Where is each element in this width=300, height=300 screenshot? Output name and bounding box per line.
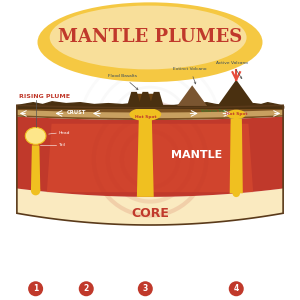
Text: RISING PLUME: RISING PLUME	[19, 94, 70, 99]
Ellipse shape	[227, 110, 246, 119]
Circle shape	[232, 190, 240, 197]
Text: Active Volcano: Active Volcano	[216, 61, 247, 79]
Text: Volcanic Trail: Volcanic Trail	[201, 109, 226, 112]
Ellipse shape	[38, 2, 262, 82]
Polygon shape	[138, 92, 153, 108]
Polygon shape	[137, 120, 154, 197]
Text: 1: 1	[33, 284, 38, 293]
Text: Flood Basalts: Flood Basalts	[108, 74, 138, 89]
Polygon shape	[218, 80, 255, 106]
Polygon shape	[230, 118, 243, 193]
Text: Hot Spot: Hot Spot	[135, 115, 156, 119]
Polygon shape	[149, 92, 164, 108]
Text: MANTLE: MANTLE	[171, 150, 223, 160]
Text: 2: 2	[84, 284, 89, 293]
Polygon shape	[47, 124, 253, 192]
Polygon shape	[17, 105, 283, 120]
Polygon shape	[17, 117, 283, 197]
Ellipse shape	[129, 108, 161, 121]
Circle shape	[28, 281, 43, 296]
Text: CORE: CORE	[131, 207, 169, 220]
Text: CRUST: CRUST	[67, 110, 87, 115]
Polygon shape	[127, 92, 142, 108]
Circle shape	[31, 186, 40, 195]
Text: Extinct Volcano: Extinct Volcano	[173, 67, 207, 84]
Circle shape	[229, 281, 244, 296]
Polygon shape	[17, 188, 283, 225]
Text: 4: 4	[234, 284, 239, 293]
Text: Tail: Tail	[58, 143, 65, 147]
Polygon shape	[127, 94, 164, 108]
Polygon shape	[17, 110, 283, 118]
Polygon shape	[31, 145, 40, 191]
Circle shape	[79, 281, 94, 296]
Text: 3: 3	[143, 284, 148, 293]
Polygon shape	[177, 85, 207, 106]
Ellipse shape	[25, 128, 46, 144]
Text: MANTLE PLUMES: MANTLE PLUMES	[58, 28, 242, 46]
Text: Hot Spot: Hot Spot	[226, 112, 247, 116]
Text: Head: Head	[58, 131, 70, 135]
Circle shape	[138, 281, 153, 296]
Ellipse shape	[50, 6, 247, 69]
